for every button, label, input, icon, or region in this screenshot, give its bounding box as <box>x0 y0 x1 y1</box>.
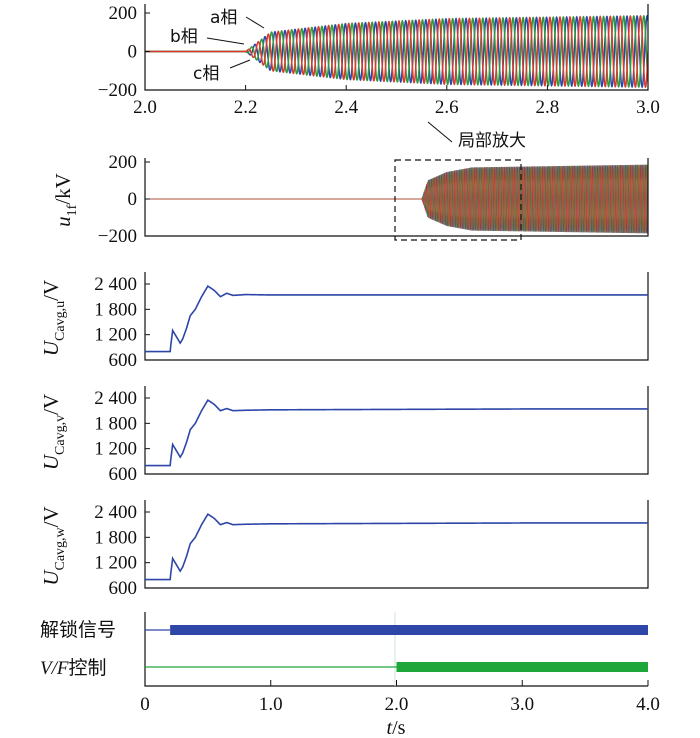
phase-b-label: b相 <box>170 27 198 47</box>
ucavg-y-tick-label: 600 <box>109 464 138 485</box>
zoom-x-tick-label: 2.4 <box>334 97 358 118</box>
zoom-annotation-leader <box>427 121 453 143</box>
ucavg-y-tick-label: 2 400 <box>94 502 137 523</box>
ucavg-ylabel-main: U <box>39 339 63 356</box>
ylabel-unit: /kV <box>51 173 75 205</box>
vf-italic: V/F <box>40 658 69 679</box>
full-voltage-ylabel: u1f/kV <box>51 173 80 227</box>
zoom-y-tick-label: 0 <box>128 42 138 63</box>
ucavg-w-panel: 2 400 1 800 1 200 600 UCavg,w/V <box>39 500 649 599</box>
zoom-x-tick-label: 2.0 <box>133 97 157 118</box>
ucavg-line <box>145 512 648 581</box>
signal-traces <box>145 625 648 672</box>
ucavg-ylabel-sub: Cavg,u <box>53 301 68 341</box>
ucavg-ylabel-sub: Cavg,v <box>53 415 68 455</box>
ucavg-y-tick-label: 1 800 <box>94 527 137 548</box>
ucavg-ylabel-unit: /V <box>39 394 63 415</box>
full-voltage-y-ticks: 200 0 −200 <box>98 152 150 247</box>
ucavg-ylabel: UCavg,v/V <box>39 394 68 470</box>
phase-wave-a <box>145 14 648 89</box>
zoom-voltage-panel: 2.0 2.2 2.4 2.6 2.8 3.0 200 0 −200 a相 b相 c相 <box>98 3 660 118</box>
ucavg-axis-frame <box>144 272 649 361</box>
zoom-y-tick-label: −200 <box>98 80 137 101</box>
zoom-x-tick-label: 3.0 <box>636 97 660 118</box>
full-voltage-y-tick-label: 0 <box>128 189 138 210</box>
bottom-x-tick-label: 3.0 <box>510 694 534 715</box>
ucavg-ylabel: UCavg,w/V <box>39 506 68 585</box>
ucavg-line <box>145 398 648 467</box>
phase-a-label: a相 <box>210 8 237 28</box>
ylabel-sub: 1f <box>65 204 80 216</box>
ucavg-y-tick-label: 1 800 <box>94 299 137 320</box>
zoom-y-tick-label: 200 <box>109 3 138 24</box>
full-phase-waveforms <box>145 164 648 234</box>
phase-a-leader <box>245 16 265 29</box>
phase-b-leader <box>206 37 245 45</box>
ucavg-y-tick-label: 1 200 <box>94 553 137 574</box>
ucavg-y-tick-label: 2 400 <box>94 388 137 409</box>
ucavg-u-panel: 2 400 1 800 1 200 600 UCavg,u/V <box>39 272 649 371</box>
ucavg-y-tick-label: 600 <box>109 350 138 371</box>
xlabel-unit: /s <box>392 717 406 738</box>
zoom-axis-frame <box>144 4 649 91</box>
bottom-x-ticks: 0 1.0 2.0 3.0 4.0 <box>140 680 660 715</box>
ylabel-main: u <box>51 216 75 227</box>
ucavg-axis-frame <box>144 386 649 475</box>
ucavg-y-tick-label: 1 200 <box>94 439 137 460</box>
ucavg-ylabel-sub: Cavg,w <box>53 526 68 570</box>
ucavg-line <box>145 284 648 353</box>
zoom-x-tick-label: 2.8 <box>536 97 560 118</box>
ucavg-ylabel-unit: /V <box>39 280 63 301</box>
xlabel-t: t <box>387 717 393 738</box>
full-phase-wave-a <box>145 164 648 234</box>
bottom-x-tick-label: 1.0 <box>259 694 283 715</box>
zoom-y-ticks: 200 0 −200 <box>98 3 150 101</box>
zoom-x-ticks: 2.0 2.2 2.4 2.6 2.8 3.0 <box>133 85 660 118</box>
ucavg-ylabel-unit: /V <box>39 506 63 527</box>
zoom-annotation: 局部放大 <box>458 131 526 151</box>
zoom-x-tick-label: 2.2 <box>234 97 258 118</box>
full-voltage-y-tick-label: −200 <box>98 226 137 247</box>
ucavg-ylabel-main: U <box>39 453 63 470</box>
phase-c-leader <box>229 59 251 69</box>
x-axis-label: t/s <box>387 717 406 738</box>
zoom-x-tick-label: 2.6 <box>435 97 459 118</box>
vf-text: 控制 <box>69 657 107 679</box>
full-voltage-panel: 200 0 −200 局部放大 u1f/kV <box>51 121 649 247</box>
full-voltage-y-tick-label: 200 <box>109 152 138 173</box>
phase-waveforms <box>145 14 648 89</box>
ucavg-y-tick-label: 600 <box>109 578 138 599</box>
signals-axis <box>144 612 648 687</box>
deblock-signal-label: 解锁信号 <box>40 619 116 641</box>
bottom-x-tick-label: 4.0 <box>636 694 660 715</box>
zoom-region-box <box>394 159 522 241</box>
ucavg-ylabel-main: U <box>39 569 63 586</box>
ucavg-ylabel: UCavg,u/V <box>39 280 68 356</box>
ucavg-y-tick-label: 1 800 <box>94 413 137 434</box>
phase-c-label: c相 <box>193 64 219 84</box>
bottom-x-tick-label: 2.0 <box>385 694 409 715</box>
full-voltage-axis <box>144 158 649 237</box>
ucavg-axis-frame <box>144 500 649 589</box>
ucavg-y-tick-label: 2 400 <box>94 274 137 295</box>
ucavg-v-panel: 2 400 1 800 1 200 600 UCavg,v/V <box>39 386 649 485</box>
bottom-x-tick-label: 0 <box>140 694 150 715</box>
signals-panel: 解锁信号 V/F控制 0 1.0 2.0 3.0 4.0 t/s <box>40 612 660 738</box>
vf-control-label: V/F控制 <box>40 657 107 679</box>
ucavg-y-tick-label: 1 200 <box>94 325 137 346</box>
